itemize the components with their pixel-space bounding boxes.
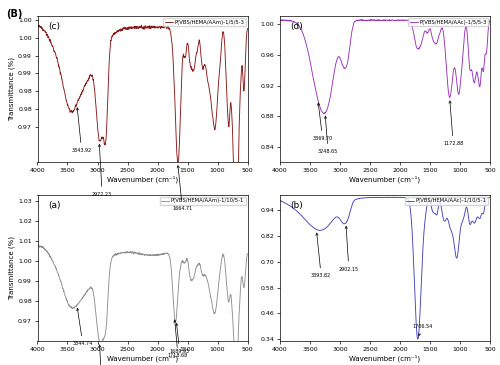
- Text: 1718.68: 1718.68: [168, 320, 188, 358]
- X-axis label: Wavenumber (cm⁻¹): Wavenumber (cm⁻¹): [107, 355, 178, 362]
- Text: (c): (c): [48, 22, 60, 31]
- Text: (b): (b): [290, 201, 303, 210]
- Text: 2902.15: 2902.15: [339, 226, 359, 272]
- Y-axis label: Transmittance (%): Transmittance (%): [9, 236, 16, 300]
- Text: 3344.74: 3344.74: [72, 308, 93, 346]
- Text: 3369.70: 3369.70: [312, 103, 332, 141]
- Text: (B): (B): [6, 9, 22, 19]
- Legend: P(VBS/HEMA/AAm)-1/5/5-3: P(VBS/HEMA/AAm)-1/5/5-3: [164, 18, 246, 26]
- Text: 3343.92: 3343.92: [72, 108, 92, 153]
- Text: 3393.82: 3393.82: [311, 233, 331, 278]
- Text: 2972.23: 2972.23: [92, 145, 112, 197]
- Legend: P(VBS/HEMA/AAc)-1/5/5-3: P(VBS/HEMA/AAc)-1/5/5-3: [408, 18, 488, 26]
- X-axis label: Wavenumber (cm⁻¹): Wavenumber (cm⁻¹): [107, 176, 178, 183]
- Text: 1706.54: 1706.54: [412, 324, 432, 335]
- Y-axis label: Transmittance (%): Transmittance (%): [9, 57, 16, 122]
- X-axis label: Wavenumber (cm⁻¹): Wavenumber (cm⁻¹): [350, 176, 420, 183]
- Legend: P(VBS/HEMA/AAm)-1/10/5-1: P(VBS/HEMA/AAm)-1/10/5-1: [160, 197, 246, 205]
- Text: 1664.71: 1664.71: [172, 166, 193, 211]
- Text: 3248.65: 3248.65: [318, 116, 338, 154]
- Text: (a): (a): [48, 201, 60, 210]
- Text: 1689.93: 1689.93: [170, 323, 190, 354]
- Legend: P(VBS/HEMA/AAc)-1/10/5-1: P(VBS/HEMA/AAc)-1/10/5-1: [405, 197, 488, 205]
- X-axis label: Wavenumber (cm⁻¹): Wavenumber (cm⁻¹): [350, 355, 420, 362]
- Text: (d): (d): [290, 22, 303, 31]
- Text: 2969.10: 2969.10: [92, 345, 112, 365]
- Text: 1172.88: 1172.88: [443, 101, 464, 146]
